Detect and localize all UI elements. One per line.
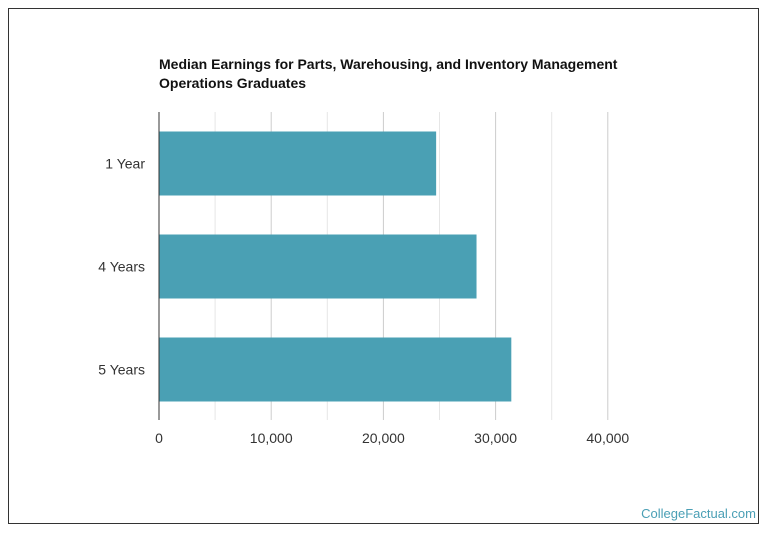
chart-title: Median Earnings for Parts, Warehousing, … bbox=[159, 56, 618, 91]
category-labels: 1 Year 4 Years 5 Years bbox=[98, 156, 145, 378]
bar-5-years[interactable] bbox=[159, 337, 512, 402]
watermark-link[interactable]: CollegeFactual.com bbox=[641, 506, 756, 521]
x-tick-labels: 0 10,000 20,000 30,000 40,000 bbox=[155, 430, 629, 446]
category-label: 4 Years bbox=[98, 259, 145, 275]
x-tick-label: 30,000 bbox=[474, 430, 517, 446]
x-tick-label: 0 bbox=[155, 430, 163, 446]
bar-1-year[interactable] bbox=[159, 131, 437, 196]
x-tick-label: 20,000 bbox=[362, 430, 405, 446]
category-label: 5 Years bbox=[98, 362, 145, 378]
category-label: 1 Year bbox=[105, 156, 145, 172]
x-tick-label: 10,000 bbox=[250, 430, 293, 446]
x-tick-label: 40,000 bbox=[586, 430, 629, 446]
bars bbox=[159, 131, 512, 402]
bar-4-years[interactable] bbox=[159, 234, 477, 299]
